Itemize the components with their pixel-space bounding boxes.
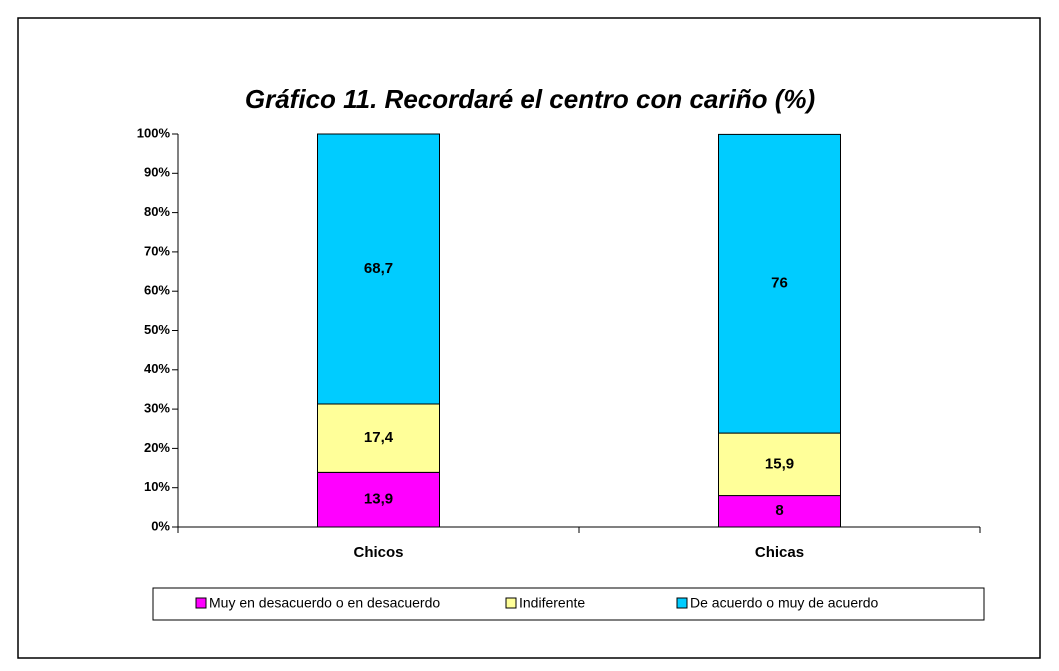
y-tick-label: 30% (144, 401, 170, 416)
chart-title: Gráfico 11. Recordaré el centro con cari… (245, 84, 815, 114)
y-tick-label: 90% (144, 165, 170, 180)
legend-swatch (195, 597, 207, 609)
y-tick-label: 100% (137, 125, 171, 140)
data-label: 13,9 (364, 491, 393, 508)
bar-segment (317, 471, 440, 528)
y-tick-label: 50% (144, 322, 170, 337)
data-label: 8 (775, 502, 783, 519)
bar-segment (317, 133, 440, 405)
legend-label: Indiferente (519, 595, 585, 611)
y-tick-label: 80% (144, 204, 170, 219)
y-tick-label: 60% (144, 283, 170, 298)
y-tick-label: 0% (151, 518, 170, 533)
bar-segment (718, 495, 841, 528)
data-label: 15,9 (765, 455, 794, 472)
x-tick-label: Chicos (353, 544, 403, 561)
y-tick-label: 20% (144, 440, 170, 455)
y-tick-label: 40% (144, 361, 170, 376)
data-label: 76 (771, 275, 788, 292)
bar-segment (718, 133, 841, 434)
legend-label: De acuerdo o muy de acuerdo (690, 595, 879, 611)
x-tick-label: Chicas (755, 544, 804, 561)
y-tick-label: 70% (144, 243, 170, 258)
bar-segment (317, 403, 440, 473)
legend-swatch (676, 597, 688, 609)
legend-label: Muy en desacuerdo o en desacuerdo (209, 595, 440, 611)
legend-swatch (505, 597, 517, 609)
legend-box (152, 587, 985, 621)
data-label: 17,4 (364, 429, 394, 446)
bar-segment (718, 432, 841, 497)
chart-frame (17, 17, 1041, 659)
data-label: 68,7 (364, 260, 393, 277)
y-tick-label: 10% (144, 479, 170, 494)
